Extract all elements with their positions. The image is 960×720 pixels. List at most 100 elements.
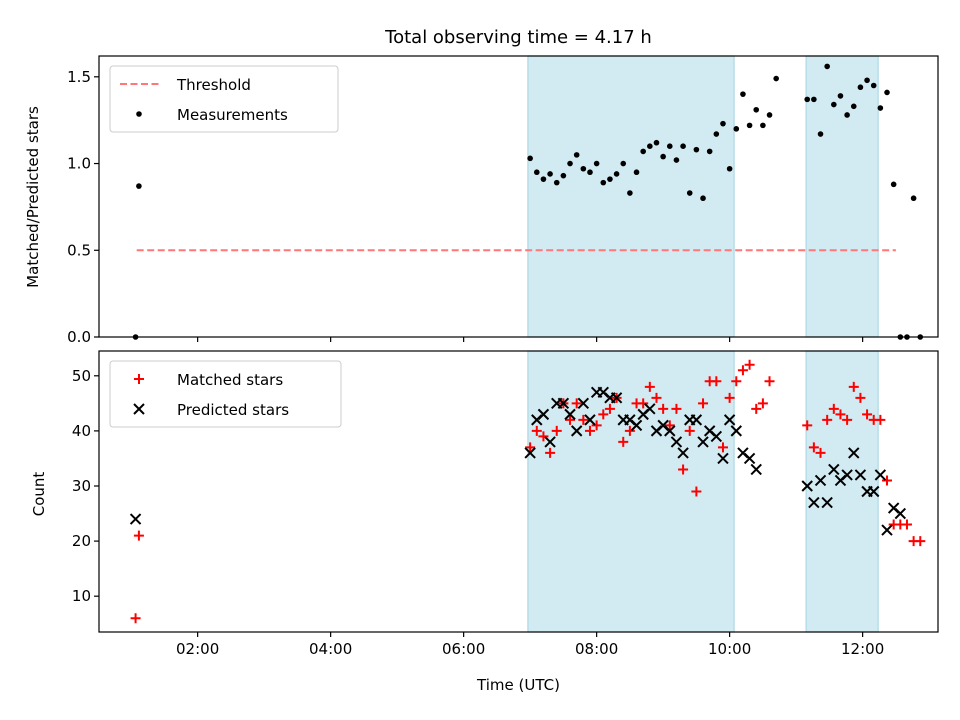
measurement-point (547, 171, 553, 177)
figure-title: Total observing time = 4.17 h (384, 27, 652, 48)
matched-stars-point (545, 447, 556, 458)
measurement-point (746, 122, 753, 129)
measurement-point (811, 96, 817, 103)
matched-stars-point (848, 381, 859, 392)
measurement-point (627, 190, 633, 196)
measurement-point (706, 148, 713, 155)
predicted-stars-point (750, 463, 762, 476)
matched-stars-point (578, 414, 589, 425)
predicted-stars-point (584, 414, 596, 426)
measurement-point (567, 160, 573, 167)
measurement-point (804, 96, 811, 103)
measurement-point (553, 179, 560, 186)
y-tick-label: 1.5 (67, 68, 91, 86)
measurement-point (700, 195, 706, 202)
measurement-point (666, 143, 673, 149)
matched-stars-point (671, 403, 682, 414)
y-tick-label: 0.0 (67, 328, 91, 346)
predicted-stars-point (743, 452, 756, 465)
matched-stars-point (664, 420, 675, 431)
matched-stars-point (855, 392, 866, 403)
matched-stars-point (815, 447, 826, 458)
matched-stars-point (862, 409, 873, 420)
measurement-point (753, 106, 760, 113)
predicted-stars-point (841, 469, 853, 481)
predicted-stars-point (524, 447, 536, 459)
predicted-stars-point (723, 414, 736, 426)
x-tick-label: 10:00 (708, 640, 751, 658)
measurement-point (740, 91, 746, 97)
measurement-point (633, 169, 640, 176)
measurement-point (831, 101, 837, 108)
predicted-stars-point (808, 496, 820, 509)
axes-frame (98, 350, 939, 633)
top-panel: 0.0 0.5 1.0 1.5 Threshold Measurements (67, 55, 939, 346)
predicted-stars-point (717, 452, 729, 465)
predicted-stars-point (690, 414, 703, 426)
measurement-point (600, 179, 607, 186)
measurement-point (527, 155, 533, 162)
shaded-interval (527, 350, 735, 633)
legend-matched-symbol (134, 374, 144, 384)
measurement-point (844, 112, 850, 118)
matched-stars-point (828, 403, 839, 414)
matched-stars-point (651, 392, 662, 403)
legend-measurement-symbol (136, 111, 142, 117)
matched-stars-point (678, 464, 689, 475)
y-tick-label: 20 (72, 532, 91, 550)
measurement-point (766, 112, 773, 118)
y-tick-label: 30 (72, 477, 91, 495)
predicted-stars-point (894, 507, 907, 520)
measurement-point (884, 89, 890, 96)
x-tick-label: 02:00 (176, 640, 219, 658)
x-tick-label: 04:00 (309, 640, 352, 658)
predicted-stars-point (570, 425, 583, 437)
matched-stars-point (624, 425, 635, 436)
predicted-stars-point (630, 419, 643, 432)
measurement-point (587, 169, 593, 176)
predicted-stars-point (664, 425, 676, 437)
matched-stars-point (842, 414, 853, 425)
predicted-stars-point (610, 392, 623, 404)
predicted-stars-point (868, 485, 880, 498)
legend-label: Threshold (176, 76, 251, 94)
predicted-stars-point (814, 474, 827, 487)
matched-stars-point (591, 420, 602, 431)
matched-stars-point (724, 392, 735, 403)
measurement-point (817, 131, 824, 137)
measurement-point (864, 77, 870, 84)
matched-stars-point (822, 414, 833, 425)
matched-stars-point (698, 398, 709, 409)
measurement-point (877, 105, 884, 111)
matched-stars-point (751, 403, 762, 414)
measurement-point (647, 143, 653, 149)
shaded-interval (805, 55, 879, 338)
measurement-point (824, 63, 830, 70)
measurement-point (533, 169, 540, 176)
matched-stars-point (584, 425, 595, 436)
legend-label: Matched stars (177, 371, 283, 389)
matched-stars-point (130, 613, 141, 624)
predicted-stars-point (730, 425, 742, 437)
matched-stars-point (744, 359, 755, 370)
legend-label: Measurements (177, 106, 288, 124)
measurement-point (890, 181, 897, 188)
legend: Matched stars Predicted stars (109, 360, 342, 428)
legend-box (109, 360, 342, 428)
x-tick-label: 12:00 (841, 640, 884, 658)
matched-stars-point (133, 530, 144, 541)
measurement-point (773, 75, 779, 82)
y-tick-label: 40 (72, 422, 91, 440)
matched-stars-point (835, 409, 846, 420)
matched-stars-point (802, 420, 813, 431)
bottom-panel: 10 20 30 40 50 02:00 04:00 06:00 08:00 10:00 12:00… (72, 350, 939, 658)
matched-stars-point (684, 425, 695, 436)
matched-stars-point (658, 403, 669, 414)
predicted-stars-point (670, 436, 683, 448)
measurement-point (607, 176, 613, 182)
x-tick-label: 06:00 (442, 640, 485, 658)
measurement-point (653, 139, 660, 146)
predicted-stars-point (881, 524, 893, 536)
shaded-interval (527, 55, 735, 338)
